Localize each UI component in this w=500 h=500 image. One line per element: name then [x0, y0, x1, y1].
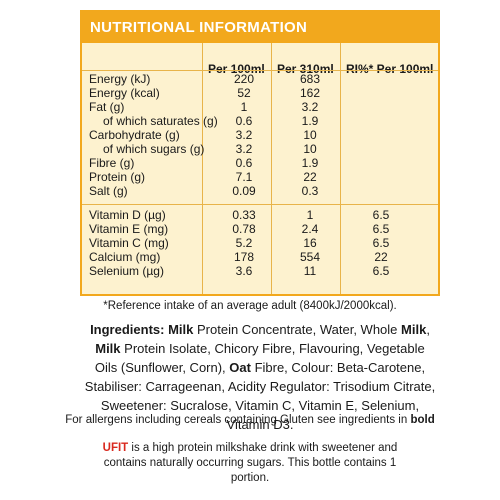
product-description: UFIT is a high protein milkshake drink w…: [92, 441, 408, 486]
nutrient-row: Calcium (mg) 178 554 22: [89, 250, 435, 264]
header-per-310ml: Per 310ml: [277, 62, 334, 76]
nutrient-row: Selenium (µg) 3.6 11 6.5: [89, 264, 435, 278]
value-per-100ml: 1: [240, 100, 248, 114]
value-per-310ml: 683: [299, 72, 321, 86]
value-per-100ml: 7.1: [235, 170, 253, 184]
value-per-310ml: 2.4: [301, 222, 319, 236]
header-divider: [82, 70, 438, 71]
ingredients-part: Fibre, Colour: Beta-Carotene, Stabiliser…: [84, 360, 436, 432]
allergen-milk: Milk: [401, 322, 427, 337]
value-per-100ml: 52: [237, 86, 251, 100]
value-per-310ml: 554: [299, 250, 321, 264]
brand-name: UFIT: [102, 442, 129, 454]
reference-intake-note: *Reference intake of an average adult (8…: [103, 300, 397, 312]
column-divider: [340, 43, 341, 294]
allergen-milk: Milk: [95, 341, 121, 356]
allergen-milk: Milk: [168, 322, 194, 337]
value-ri: 6.5: [372, 208, 390, 222]
nutrient-label: Energy (kJ): [89, 72, 151, 86]
nutrient-label: Fibre (g): [89, 156, 135, 170]
value-per-100ml: 220: [233, 72, 255, 86]
nutrient-row: Fat (g) 1 3.2: [89, 100, 435, 114]
section-divider: [82, 204, 438, 205]
value-per-310ml: 0.3: [301, 184, 319, 198]
nutrient-row: of which saturates (g) 0.6 1.9: [89, 114, 435, 128]
value-ri: 6.5: [372, 236, 390, 250]
value-per-310ml: 1: [306, 208, 314, 222]
value-per-310ml: 3.2: [301, 100, 319, 114]
nutrient-row: Energy (kJ) 220 683: [89, 72, 435, 86]
nutrient-row: Vitamin E (mg) 0.78 2.4 6.5: [89, 222, 435, 236]
value-per-310ml: 10: [303, 142, 317, 156]
value-per-310ml: 16: [303, 236, 317, 250]
allergen-note: For allergens including cereals containi…: [0, 414, 500, 426]
header-ri: RI%* Per 100ml: [346, 62, 434, 76]
nutrient-label: Vitamin D (µg): [89, 208, 166, 222]
header-per-100ml: Per 100ml: [208, 62, 265, 76]
value-per-310ml: 162: [299, 86, 321, 100]
allergen-note-bold: bold: [410, 414, 435, 426]
value-ri: 22: [374, 250, 388, 264]
nutrient-row: Vitamin D (µg) 0.33 1 6.5: [89, 208, 435, 222]
column-divider: [202, 43, 203, 294]
value-per-310ml: 22: [303, 170, 317, 184]
nutrient-row: of which sugars (g) 3.2 10: [89, 142, 435, 156]
allergen-note-text: For allergens including cereals containi…: [65, 414, 411, 426]
nutrient-row: Salt (g) 0.09 0.3: [89, 184, 435, 198]
ingredients-part: Protein Isolate, Chicory Fibre, Flavouri…: [94, 341, 425, 375]
nutrient-label: Vitamin C (mg): [89, 236, 169, 250]
nutrient-row: Carbohydrate (g) 3.2 10: [89, 128, 435, 142]
value-per-100ml: 0.33: [232, 208, 256, 222]
nutrient-row: Fibre (g) 0.6 1.9: [89, 156, 435, 170]
value-per-100ml: 3.6: [235, 264, 253, 278]
nutrient-label: Calcium (mg): [89, 250, 161, 264]
value-per-100ml: 5.2: [235, 236, 253, 250]
nutrient-row: Vitamin C (mg) 5.2 16 6.5: [89, 236, 435, 250]
nutrient-label: Carbohydrate (g): [89, 128, 180, 142]
value-ri: 6.5: [372, 264, 390, 278]
value-ri: 6.5: [372, 222, 390, 236]
nutrient-label: Salt (g): [89, 184, 128, 198]
nutrient-label: of which sugars (g): [103, 142, 205, 156]
value-per-310ml: 1.9: [301, 114, 319, 128]
nutrition-panel: NUTRITIONAL INFORMATION Per 100ml Per 31…: [80, 10, 440, 296]
nutrient-label: Fat (g): [89, 100, 125, 114]
value-per-100ml: 178: [233, 250, 255, 264]
description-text: is a high protein milkshake drink with s…: [103, 442, 398, 484]
ingredients-heading: Ingredients:: [90, 322, 165, 337]
value-per-310ml: 10: [303, 128, 317, 142]
value-per-100ml: 0.78: [232, 222, 256, 236]
value-per-100ml: 0.09: [232, 184, 256, 198]
value-per-100ml: 3.2: [235, 128, 253, 142]
ingredients-part: ,: [426, 322, 430, 337]
value-per-100ml: 0.6: [235, 156, 253, 170]
nutrition-title: NUTRITIONAL INFORMATION: [82, 12, 438, 43]
column-divider: [271, 43, 272, 294]
ingredients-text: Ingredients: Milk Protein Concentrate, W…: [83, 320, 437, 434]
nutrient-label: of which saturates (g): [103, 114, 218, 128]
allergen-oat: Oat: [229, 360, 251, 375]
ingredients-part: Protein Concentrate, Water, Whole: [193, 322, 402, 337]
nutrient-row: Energy (kcal) 52 162: [89, 86, 435, 100]
value-per-100ml: 3.2: [235, 142, 253, 156]
nutrient-label: Selenium (µg): [89, 264, 164, 278]
value-per-310ml: 11: [303, 264, 317, 278]
nutrient-label: Energy (kcal): [89, 86, 160, 100]
nutrient-label: Protein (g): [89, 170, 146, 184]
value-per-100ml: 0.6: [235, 114, 253, 128]
value-per-310ml: 1.9: [301, 156, 319, 170]
nutrient-row: Protein (g) 7.1 22: [89, 170, 435, 184]
nutrient-label: Vitamin E (mg): [89, 222, 169, 236]
